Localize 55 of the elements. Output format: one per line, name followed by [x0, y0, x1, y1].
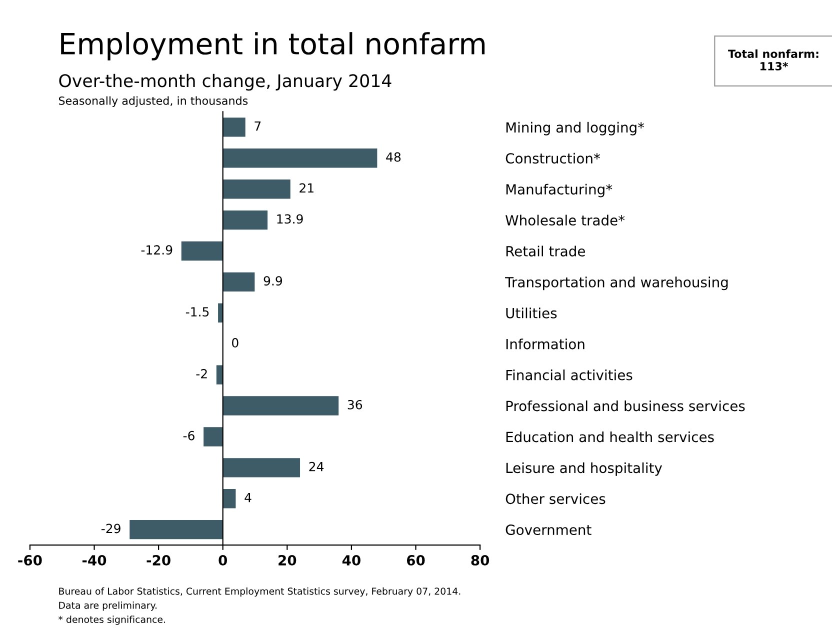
x-tick-label: 20 — [278, 555, 296, 566]
data-label: 24 — [309, 462, 324, 472]
data-label: 9.9 — [264, 276, 282, 286]
text: Bureau of Labor Statistics, Current Employment Statistics survey, February 07, 2014. — [59, 587, 460, 597]
data-label: 48 — [386, 152, 401, 162]
data-label: -29 — [101, 524, 120, 534]
y-tick-label: Mining and logging* — [506, 122, 644, 136]
y-tick-label: Financial activities — [506, 370, 632, 380]
bar — [222, 489, 236, 508]
bar — [181, 241, 223, 261]
data-label: -1.5 — [186, 307, 209, 317]
bar — [222, 179, 290, 199]
x-tick-label: -60 — [18, 555, 42, 566]
x-tick-label: -40 — [82, 555, 106, 566]
y-tick-label: Utilities — [506, 308, 557, 318]
data-label: 13.9 — [277, 214, 303, 224]
bar — [222, 210, 268, 230]
chart-subtitle: Over-the-month change, January 2014 Seasonally adjusted, in thousands — [58, 74, 392, 108]
data-label: 4 — [244, 492, 252, 502]
x-tick-label: 0 — [218, 555, 228, 566]
y-tick-label: Government — [506, 524, 592, 536]
bar — [222, 148, 378, 168]
bar — [222, 272, 255, 292]
y-tick-label: Transportation and warehousing — [505, 276, 728, 290]
bar — [204, 427, 223, 446]
y-tick-label: Education and health services — [506, 431, 714, 442]
y-tick-label: Information — [506, 338, 584, 350]
y-tick-label: Leisure and hospitality — [506, 462, 662, 476]
bar — [216, 365, 223, 384]
data-label: -6 — [183, 430, 194, 440]
x-tick-label: 40 — [342, 555, 360, 566]
bar — [222, 458, 300, 478]
bar — [130, 520, 223, 540]
data-label: -12.9 — [141, 245, 172, 255]
x-tick-label: 80 — [471, 555, 490, 566]
text: * denotes significance. — [58, 616, 166, 625]
text: Data are preliminary. — [59, 602, 156, 611]
data-label: 21 — [300, 183, 314, 193]
data-label: -2 — [196, 368, 207, 378]
data-label: 36 — [348, 400, 362, 410]
data-label: 7 — [254, 122, 261, 131]
data-label: 0 — [232, 338, 238, 348]
x-tick-label: 60 — [406, 555, 425, 566]
chart-title: Employment in total nonfarm — [61, 32, 485, 60]
y-tick-label: Manufacturing* — [506, 184, 612, 198]
bar — [222, 396, 339, 416]
y-tick-label: Construction* — [506, 152, 600, 164]
bar — [218, 303, 223, 322]
text: Total nonfarm: 113* — [728, 49, 818, 70]
y-tick-label: Professional and business services — [506, 400, 745, 412]
bar — [222, 118, 246, 137]
x-tick-label: -20 — [146, 555, 170, 566]
y-tick-label: Wholesale trade* — [506, 214, 625, 226]
y-tick-label: Other services — [506, 493, 606, 504]
y-tick-label: Retail trade — [506, 246, 586, 256]
